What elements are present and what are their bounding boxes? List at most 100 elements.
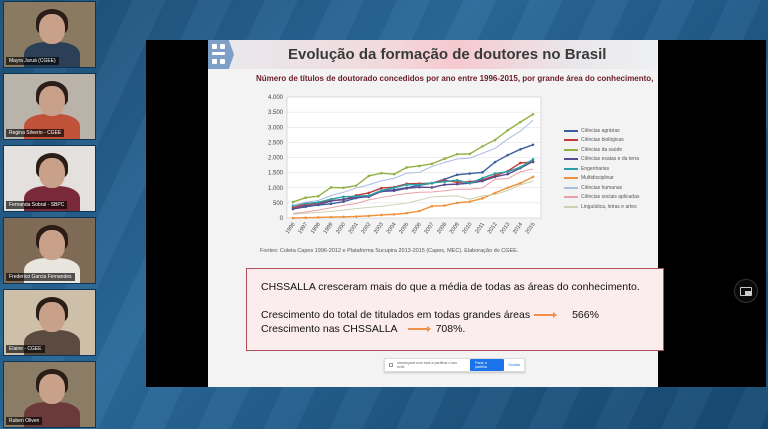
data-point <box>531 112 535 116</box>
series-line <box>292 180 534 215</box>
participant-tile[interactable]: Elaine - CGEE <box>3 289 96 356</box>
box-line-1: CHSSALLA cresceram mais do que a média d… <box>261 281 640 293</box>
box-line-3-value: 708%. <box>435 323 466 335</box>
participant-face <box>38 301 65 332</box>
hide-button[interactable]: Ocultar <box>508 363 520 367</box>
box-line-3-text: Crescimento nas CHSSALLA <box>261 323 398 335</box>
participant-face <box>38 229 65 260</box>
data-point <box>481 171 484 174</box>
legend-swatch <box>564 129 578 132</box>
pip-icon <box>740 286 752 296</box>
legend-item: Ciências exatas e da terra <box>564 155 639 165</box>
y-tick-label: 1.000 <box>268 186 284 192</box>
series-line <box>292 113 534 203</box>
legend-swatch <box>564 196 578 199</box>
data-point <box>430 204 434 208</box>
presentation-slide: Evolução da formação de doutores no Bras… <box>208 40 664 387</box>
x-tick-label: 2005 <box>398 222 410 235</box>
data-point <box>468 172 472 175</box>
data-point <box>493 138 497 142</box>
legend-label: Ciências sociais aplicadas <box>581 194 640 201</box>
legend-swatch <box>564 205 578 208</box>
data-point <box>354 194 358 198</box>
legend-item: Ciências humanas <box>564 183 639 193</box>
data-point <box>455 181 459 184</box>
data-point <box>367 214 371 218</box>
data-point <box>531 175 535 179</box>
arrow-icon <box>534 312 558 319</box>
legend-item: Ciências agrárias <box>564 126 639 136</box>
box-line-2-value: 566% <box>572 309 599 321</box>
arrow-icon <box>407 326 431 333</box>
participant-face <box>38 373 65 404</box>
data-point <box>519 165 522 169</box>
slide-header: Evolução da formação de doutores no Bras… <box>208 40 658 69</box>
data-point <box>354 184 358 187</box>
legend-item: Ciências sociais aplicadas <box>564 193 639 203</box>
data-point <box>367 191 371 195</box>
x-tick-label: 2007 <box>424 222 436 235</box>
chart-legend: Ciências agrárias Ciências biológicas Ciên… <box>564 126 639 212</box>
legend-label: Linguística, letras e artes <box>581 203 637 210</box>
slide-title: Evolução da formação de doutores no Bras… <box>288 46 607 63</box>
participant-tile[interactable]: Regina Silverio - CGEE <box>3 73 96 140</box>
data-point <box>493 160 497 164</box>
data-point <box>506 153 510 157</box>
share-icon <box>389 363 393 367</box>
data-point <box>443 157 446 161</box>
data-point <box>367 174 371 178</box>
data-point <box>316 194 320 198</box>
data-point <box>468 181 472 185</box>
legend-label: Ciências humanas <box>581 184 623 191</box>
data-point <box>405 166 408 169</box>
picture-in-picture-button[interactable] <box>734 279 758 303</box>
data-point <box>418 209 421 213</box>
participant-tile[interactable]: Frederico Garcia Fernandes <box>3 217 96 284</box>
x-tick-label: 2012 <box>487 222 499 235</box>
source-note: Fontes: Coleta Capes 1996-2012 e Platafo… <box>260 248 519 254</box>
participant-name: Regina Silverio - CGEE <box>6 129 65 137</box>
data-point <box>392 186 396 190</box>
series-line <box>292 168 534 214</box>
chart-title: Número de títulos de doutorado concedido… <box>256 74 654 83</box>
data-point <box>329 215 333 219</box>
data-point <box>506 128 510 132</box>
participant-tile[interactable]: Mayra Juruá (CGEE) <box>3 1 96 68</box>
data-point <box>519 148 522 151</box>
data-point <box>342 200 345 203</box>
legend-item: Engenharias <box>564 164 639 174</box>
data-point <box>342 195 345 199</box>
data-point <box>316 216 320 219</box>
participant-name: Mayra Juruá (CGEE) <box>6 57 59 65</box>
data-point <box>316 203 320 206</box>
data-point <box>443 204 446 207</box>
legend-swatch <box>564 148 578 151</box>
cgee-logo <box>208 40 234 69</box>
participant-tile[interactable]: Fernanda Sobral - SBPC <box>3 145 96 212</box>
x-tick-label: 2003 <box>373 222 385 235</box>
legend-swatch <box>564 139 578 142</box>
data-point <box>519 181 522 185</box>
participant-name: Frederico Garcia Fernandes <box>6 273 75 281</box>
x-tick-label: 1999 <box>323 222 335 235</box>
data-point <box>380 213 383 217</box>
data-point <box>443 180 446 183</box>
legend-item: Multidisciplinar <box>564 174 639 184</box>
data-point <box>519 161 522 165</box>
participant-tile[interactable]: Ruben Oliven <box>3 361 96 428</box>
data-point <box>481 179 484 183</box>
participant-name: Fernanda Sobral - SBPC <box>6 201 68 209</box>
x-tick-label: 2009 <box>449 222 461 235</box>
x-tick-label: 2006 <box>411 222 423 235</box>
data-point <box>291 216 295 220</box>
data-point <box>455 173 459 177</box>
data-point <box>531 158 535 161</box>
x-tick-label: 2013 <box>499 222 511 235</box>
data-point <box>329 202 333 206</box>
data-point <box>329 197 333 201</box>
screen-share-bar: streamyard.com está a partilhar o seu ec… <box>384 358 525 372</box>
data-point <box>380 171 383 175</box>
data-point <box>481 197 484 200</box>
stop-sharing-button[interactable]: Parar a partilha <box>469 359 505 371</box>
y-tick-label: 500 <box>273 201 284 207</box>
